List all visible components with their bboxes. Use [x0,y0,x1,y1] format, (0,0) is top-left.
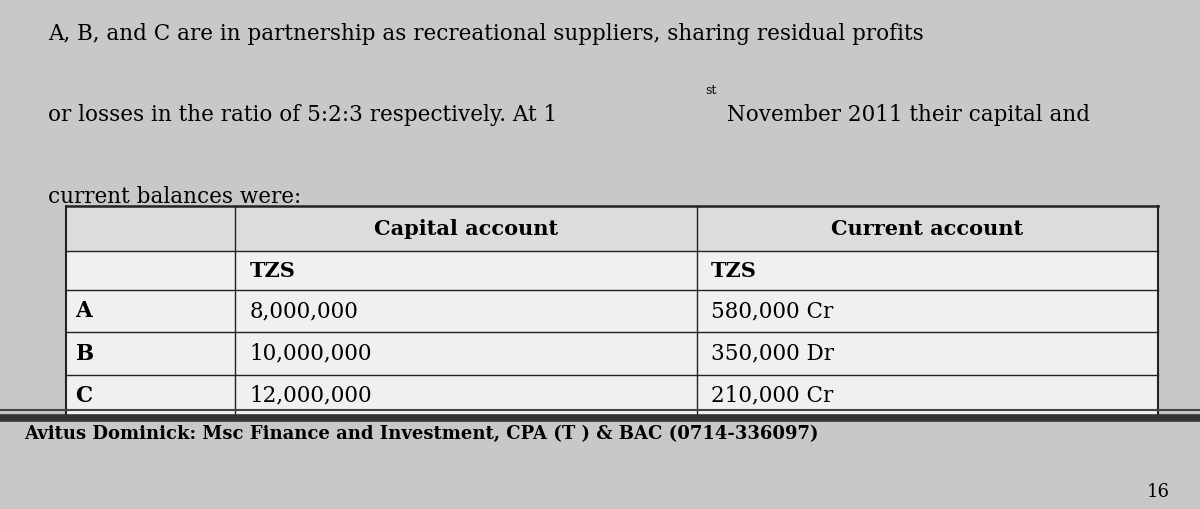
Bar [697,206,1158,251]
Bar [66,375,235,417]
Text: 8,000,000: 8,000,000 [250,300,359,322]
Text: 16: 16 [1147,484,1170,501]
Text: Avitus Dominick: Msc Finance and Investment, CPA (T ) & BAC (0714-336097): Avitus Dominick: Msc Finance and Investm… [24,425,818,442]
Text: 580,000 Cr: 580,000 Cr [712,300,833,322]
Bar [235,251,697,290]
Text: C: C [76,385,92,407]
Bar [66,251,235,290]
Text: current balances were:: current balances were: [48,186,301,208]
Bar [66,332,235,375]
Text: Capital account: Capital account [374,218,558,239]
Text: 350,000 Dr: 350,000 Dr [712,343,834,364]
Bar [697,251,1158,290]
Bar [697,375,1158,417]
Text: 10,000,000: 10,000,000 [250,343,372,364]
Text: B: B [76,343,94,364]
Bar [697,290,1158,332]
Text: st: st [704,84,716,97]
Bar [235,375,697,417]
Text: 12,000,000: 12,000,000 [250,385,372,407]
Bar [235,290,697,332]
Text: or losses in the ratio of 5:2:3 respectively. At 1: or losses in the ratio of 5:2:3 respecti… [48,104,557,126]
Bar [697,332,1158,375]
Text: TZS: TZS [250,261,295,280]
Text: A: A [76,300,92,322]
Text: TZS: TZS [712,261,757,280]
Bar [235,332,697,375]
Bar [66,206,235,251]
Bar [66,290,235,332]
Text: 210,000 Cr: 210,000 Cr [712,385,833,407]
Text: November 2011 their capital and: November 2011 their capital and [720,104,1090,126]
Text: Current account: Current account [832,218,1024,239]
Text: A, B, and C are in partnership as recreational suppliers, sharing residual profi: A, B, and C are in partnership as recrea… [48,23,924,45]
Bar [235,206,697,251]
